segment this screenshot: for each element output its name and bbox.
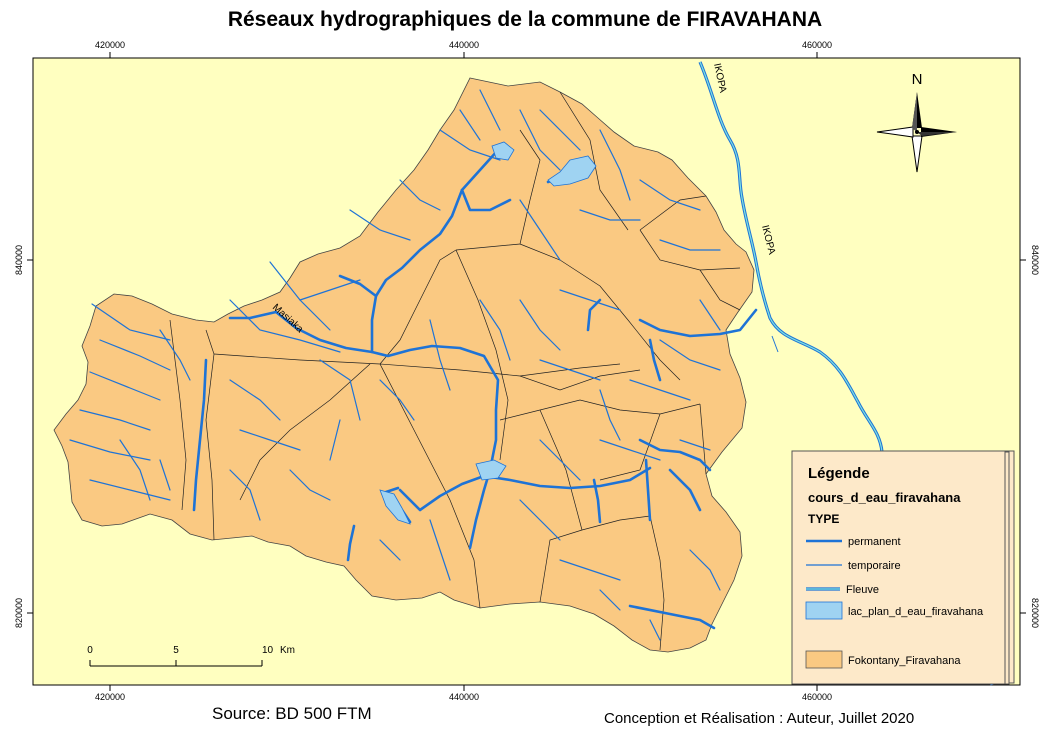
x-tick-bottom-2: 440000 [449,692,479,702]
legend-label-permanent: permanent [848,536,901,548]
y-tick-left-1: 840000 [14,245,24,275]
scale-tick-10: 10 [262,645,274,656]
temporary-streams [69,89,721,641]
north-label: N [912,71,923,88]
legend-title: Légende [808,465,870,482]
lake-1 [491,141,515,161]
y-tick-right-1: 840000 [1030,245,1040,275]
credit-text: Conception et Réalisation : Auteur, Juil… [604,710,915,727]
x-tick-top-2: 440000 [449,40,479,50]
x-tick-top-1: 420000 [95,40,125,50]
source-text: Source: BD 500 FTM [212,704,372,723]
y-tick-left-2: 820000 [14,598,24,628]
x-tick-bottom-1: 420000 [95,692,125,702]
lake-2 [547,155,597,187]
map-title: Réseaux hydrographiques de la commune de… [227,8,823,31]
legend-label-temporaire: temporaire [848,560,901,572]
legend-label-fokontany: Fokontany_Firavahana [848,655,961,667]
fokontany-boundaries [169,91,741,651]
legend-layer: cours_d_eau_firavahana [808,490,961,505]
legend-panel [791,450,1015,685]
scale-tick-0: 0 [87,645,93,656]
lake-4 [379,489,411,525]
commune-polygon [53,77,755,653]
scale-tick-5: 5 [173,645,179,656]
x-tick-bottom-3: 460000 [802,692,832,702]
legend-swatch-fokontany [805,650,843,669]
compass-rose-icon [876,92,957,173]
lakes [379,141,597,525]
legend-label-lac: lac_plan_d_eau_firavahana [848,606,984,618]
legend-label-fleuve: Fleuve [846,584,879,596]
lake-3 [475,459,507,481]
x-tick-top-3: 460000 [802,40,832,50]
legend-type-heading: TYPE [808,512,839,526]
y-tick-right-2: 820000 [1030,598,1040,628]
grid-ticks [27,52,1026,691]
legend-swatch-lac [805,601,843,620]
permanent-streams [192,142,758,630]
scale-unit: Km [280,645,295,656]
scale-bar [89,660,263,667]
